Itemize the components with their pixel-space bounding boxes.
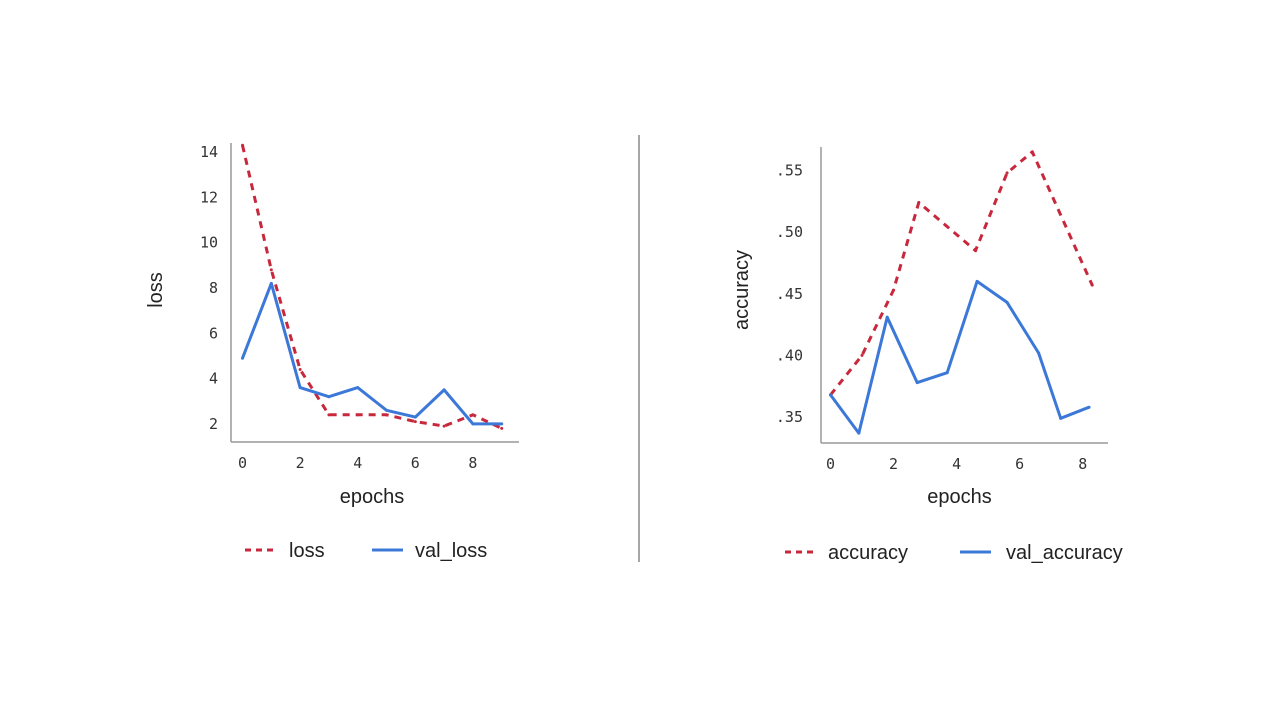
- x-tick-label: 8: [468, 454, 477, 472]
- y-tick-label: 8: [209, 279, 218, 297]
- y-tick-label: .55: [776, 161, 803, 179]
- y-tick-label: .40: [776, 346, 803, 364]
- x-axis-label: epochs: [927, 486, 992, 508]
- x-tick-label: 6: [411, 454, 420, 472]
- y-axis-label: accuracy: [731, 250, 753, 330]
- x-tick-label: 0: [826, 455, 835, 473]
- legend-label-accuracy: accuracy: [828, 542, 908, 564]
- data-point-accuracy: [1090, 283, 1094, 287]
- data-point-val_accuracy: [915, 381, 919, 385]
- data-point-accuracy: [974, 249, 978, 253]
- data-point-val_loss: [356, 386, 360, 390]
- y-tick-label: .50: [776, 223, 803, 241]
- data-point-val_loss: [442, 388, 446, 392]
- y-tick-label: 10: [200, 234, 218, 252]
- data-point-val_loss: [298, 386, 302, 390]
- series-line-loss: [241, 144, 503, 430]
- data-point-val_accuracy: [857, 431, 861, 435]
- data-point-loss: [413, 420, 417, 424]
- x-tick-label: 2: [889, 455, 898, 473]
- data-point-loss: [269, 268, 273, 272]
- data-point-val_accuracy: [945, 371, 949, 375]
- legend-label-val_loss: val_loss: [415, 540, 487, 562]
- data-point-loss: [327, 413, 331, 417]
- data-point-val_loss: [241, 356, 245, 360]
- data-point-loss: [385, 413, 389, 417]
- data-point-loss: [298, 368, 302, 372]
- data-point-accuracy: [860, 353, 864, 357]
- data-point-val_accuracy: [1087, 405, 1091, 409]
- data-point-val_accuracy: [1037, 351, 1041, 355]
- y-tick-label: .35: [776, 408, 803, 426]
- x-tick-label: 0: [238, 454, 247, 472]
- legend-label-val_accuracy: val_accuracy: [1006, 542, 1123, 564]
- x-tick-label: 6: [1015, 455, 1024, 473]
- series-line-val_accuracy: [829, 279, 1090, 435]
- data-point-loss: [356, 413, 360, 417]
- data-point-val_accuracy: [885, 315, 889, 319]
- x-tick-label: 2: [296, 454, 305, 472]
- data-point-val_loss: [471, 422, 475, 426]
- accuracy-chart: .35 .40 .45 .50 .55 0 2 4 6 8 epochs accuracy accura…: [731, 147, 1123, 564]
- data-point-val_accuracy: [1005, 300, 1009, 304]
- y-tick-label: 2: [209, 415, 218, 433]
- data-point-accuracy: [917, 201, 921, 204]
- data-point-loss: [442, 424, 446, 428]
- loss-chart: 2 4 6 8 10 12 14 0 2 4 6 8 epochs loss loss val_loss: [145, 143, 519, 562]
- y-tick-label: 14: [200, 143, 218, 161]
- data-point-val_loss: [327, 395, 331, 399]
- x-tick-label: 8: [1078, 455, 1087, 473]
- data-point-val_loss: [500, 422, 504, 426]
- data-point-loss: [241, 143, 245, 147]
- legend-label-loss: loss: [289, 540, 325, 562]
- data-point-val_loss: [269, 281, 273, 285]
- data-point-val_loss: [413, 415, 417, 419]
- data-point-val_loss: [385, 408, 389, 412]
- data-point-val_accuracy: [1059, 416, 1063, 420]
- x-axis-label: epochs: [340, 486, 405, 508]
- x-tick-label: 4: [353, 454, 362, 472]
- data-point-accuracy: [1030, 150, 1034, 154]
- data-point-val_accuracy: [828, 393, 832, 397]
- series-line-val_loss: [241, 281, 502, 426]
- data-point-loss: [500, 426, 504, 430]
- y-tick-label: 4: [209, 370, 218, 388]
- data-point-accuracy: [892, 288, 896, 292]
- y-tick-label: .45: [776, 285, 803, 303]
- data-point-loss: [471, 413, 475, 417]
- y-axis-label: loss: [145, 272, 167, 308]
- data-point-val_accuracy: [975, 279, 979, 283]
- data-point-accuracy: [1005, 171, 1009, 175]
- y-tick-label: 6: [209, 324, 218, 342]
- x-tick-label: 4: [952, 455, 961, 473]
- series-line-accuracy: [829, 150, 1094, 396]
- y-tick-label: 12: [200, 188, 218, 206]
